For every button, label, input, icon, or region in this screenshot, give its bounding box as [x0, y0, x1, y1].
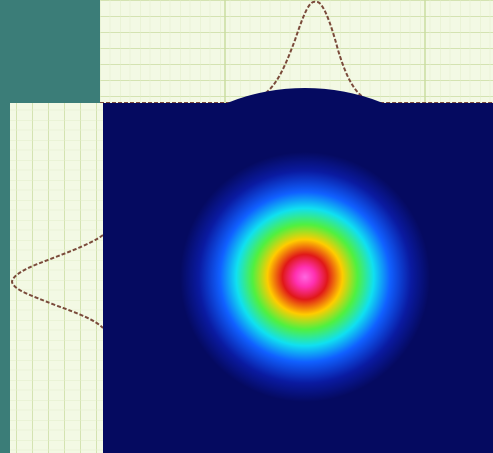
- y-profile-panel: [10, 103, 103, 453]
- beam-image: [103, 88, 493, 453]
- beam-profiler-view: [0, 0, 493, 453]
- x-profile-panel: [100, 0, 493, 103]
